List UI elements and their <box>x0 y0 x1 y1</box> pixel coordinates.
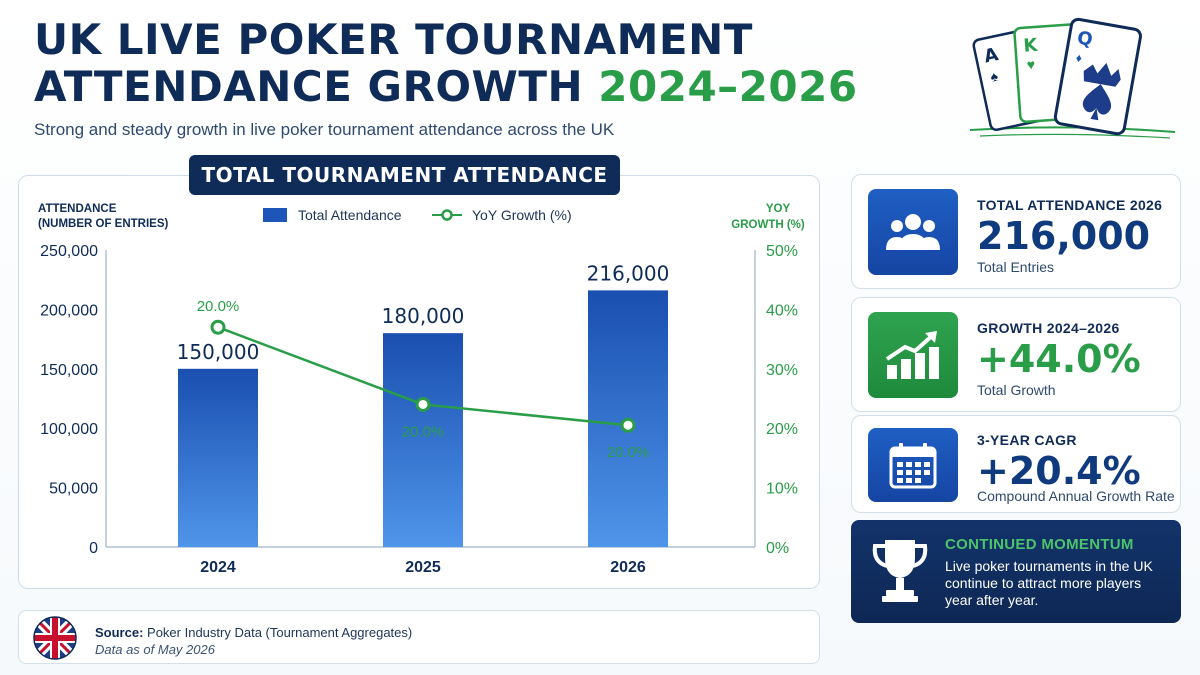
growth-point-label: 20.0% <box>607 444 650 461</box>
source-text: Poker Industry Data (Tournament Aggregat… <box>147 625 413 640</box>
bar-2024 <box>178 368 258 547</box>
left-axis-title-2: (NUMBER OF ENTRIES) <box>38 218 169 230</box>
momentum-title: CONTINUED MOMENTUM <box>945 536 1134 553</box>
right-tick-label: 0% <box>766 540 789 557</box>
right-axis-title-1: YOY <box>766 203 791 215</box>
card-rank-a: A <box>982 44 1000 67</box>
right-axis-title-2: GROWTH (%) <box>731 219 805 231</box>
attendance-chart: ATTENDANCE (NUMBER OF ENTRIES) YOY GROWT… <box>38 203 805 576</box>
stat-label: TOTAL ATTENDANCE 2026 <box>977 197 1163 213</box>
right-tick-label: 20% <box>766 421 798 438</box>
bar-series: 150,000 180,000 216,000 <box>177 261 670 547</box>
uk-flag-icon <box>33 616 77 660</box>
page-subtitle: Strong and steady growth in live poker t… <box>34 120 615 139</box>
momentum-panel: CONTINUED MOMENTUM Live poker tournament… <box>851 520 1181 623</box>
trophy-icon <box>872 540 928 602</box>
source-label: Source: <box>95 625 144 640</box>
right-tick-label: 10% <box>766 481 798 498</box>
left-tick-label: 200,000 <box>40 302 98 319</box>
stat-description: Compound Annual Growth Rate <box>977 488 1175 504</box>
page-title: UK LIVE POKER TOURNAMENT ATTENDANCE GROW… <box>34 16 874 110</box>
header: UK LIVE POKER TOURNAMENT ATTENDANCE GROW… <box>34 16 874 140</box>
stat-label: 3-YEAR CAGR <box>977 432 1077 448</box>
stat-description: Total Growth <box>977 382 1056 398</box>
stat-value: +20.4% <box>977 449 1141 493</box>
growth-point-label: 20.0% <box>402 423 445 440</box>
title-line-2: ATTENDANCE GROWTH 2024–2026 <box>34 63 874 110</box>
title-line-2-text: ATTENDANCE GROWTH <box>34 62 584 111</box>
calendar-icon <box>868 428 958 502</box>
source-box: Source: Poker Industry Data (Tournament … <box>18 610 820 664</box>
legend-label-attendance: Total Attendance <box>298 207 402 223</box>
source-line: Source: Poker Industry Data (Tournament … <box>95 625 412 640</box>
x-tick-label: 2024 <box>200 559 236 576</box>
stat-value: +44.0% <box>977 337 1141 381</box>
bar-value-label: 216,000 <box>587 261 670 285</box>
growth-point <box>620 417 636 433</box>
stat-card-growth: GROWTH 2024–2026 +44.0% Total Growth <box>851 297 1181 412</box>
bar-value-label: 180,000 <box>382 304 465 328</box>
chart-title: TOTAL TOURNAMENT ATTENDANCE <box>189 155 620 195</box>
right-tick-label: 30% <box>766 362 798 379</box>
stat-card-cagr: 3-YEAR CAGR +20.4% Compound Annual Growt… <box>851 415 1181 513</box>
stat-description: Total Entries <box>977 259 1055 275</box>
growth-line-series: 20.0% 20.0% 20.0% <box>197 298 650 461</box>
x-tick-label: 2026 <box>610 559 646 576</box>
bar-2025 <box>383 333 463 547</box>
right-tick-label: 50% <box>766 243 798 260</box>
bar-value-label: 150,000 <box>177 340 260 364</box>
playing-cards-icon: A ♠ K ♥ Q ♦ <box>970 17 1176 139</box>
growth-point <box>210 319 226 335</box>
x-tick-label: 2025 <box>405 559 441 576</box>
svg-text:♦: ♦ <box>1075 51 1083 66</box>
chart-legend: Total Attendance YoY Growth (%) <box>263 207 572 223</box>
svg-text:♥: ♥ <box>1026 56 1035 73</box>
right-tick-label: 40% <box>766 302 798 319</box>
source-date: Data as of May 2026 <box>95 642 215 657</box>
stat-card-total-attendance: TOTAL ATTENDANCE 2026 216,000 Total Entr… <box>851 174 1181 289</box>
left-axis-ticks: 0 50,000 100,000 150,000 200,000 250,000 <box>40 243 98 557</box>
legend-label-growth: YoY Growth (%) <box>472 207 572 223</box>
left-tick-label: 100,000 <box>40 421 98 438</box>
stat-value: 216,000 <box>977 214 1151 258</box>
svg-text:♠: ♠ <box>989 67 1000 84</box>
left-tick-label: 150,000 <box>40 362 98 379</box>
left-tick-label: 250,000 <box>40 243 98 260</box>
left-axis-title-1: ATTENDANCE <box>38 203 117 215</box>
legend-swatch-growth-marker <box>441 209 453 221</box>
x-axis-labels: 2024 2025 2026 <box>200 559 646 576</box>
left-tick-label: 0 <box>89 540 98 557</box>
growth-point-label: 20.0% <box>197 298 240 315</box>
card-rank-q: Q <box>1075 28 1094 51</box>
users-icon <box>868 189 958 275</box>
stat-label: GROWTH 2024–2026 <box>977 320 1120 336</box>
growth-point <box>415 396 431 412</box>
right-axis-ticks: 0% 10% 20% 30% 40% 50% <box>766 243 798 557</box>
title-years: 2024–2026 <box>598 62 858 111</box>
title-line-1: UK LIVE POKER TOURNAMENT <box>34 15 753 64</box>
legend-swatch-attendance <box>263 208 287 222</box>
card-rank-k: K <box>1023 35 1039 57</box>
momentum-text: Live poker tournaments in the UK continu… <box>945 558 1153 608</box>
growth-chart-icon <box>868 312 958 398</box>
left-tick-label: 50,000 <box>49 481 98 498</box>
